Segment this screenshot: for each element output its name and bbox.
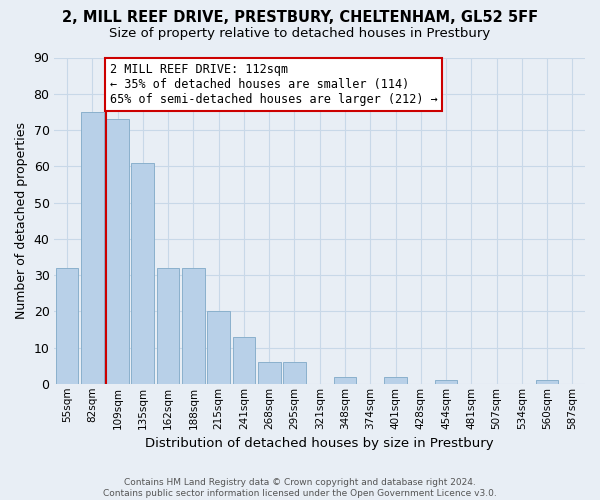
Text: 2, MILL REEF DRIVE, PRESTBURY, CHELTENHAM, GL52 5FF: 2, MILL REEF DRIVE, PRESTBURY, CHELTENHA… (62, 10, 538, 25)
Text: 2 MILL REEF DRIVE: 112sqm
← 35% of detached houses are smaller (114)
65% of semi: 2 MILL REEF DRIVE: 112sqm ← 35% of detac… (110, 63, 438, 106)
Bar (233, 336, 255, 384)
Bar (131, 162, 154, 384)
Bar (157, 268, 179, 384)
X-axis label: Distribution of detached houses by size in Prestbury: Distribution of detached houses by size … (145, 437, 494, 450)
Bar (283, 362, 306, 384)
Bar (434, 380, 457, 384)
Y-axis label: Number of detached properties: Number of detached properties (15, 122, 28, 319)
Text: Contains HM Land Registry data © Crown copyright and database right 2024.
Contai: Contains HM Land Registry data © Crown c… (103, 478, 497, 498)
Bar (334, 376, 356, 384)
Bar (258, 362, 281, 384)
Text: Size of property relative to detached houses in Prestbury: Size of property relative to detached ho… (109, 28, 491, 40)
Bar (56, 268, 79, 384)
Bar (536, 380, 559, 384)
Bar (384, 376, 407, 384)
Bar (207, 312, 230, 384)
Bar (182, 268, 205, 384)
Bar (106, 119, 129, 384)
Bar (81, 112, 104, 384)
